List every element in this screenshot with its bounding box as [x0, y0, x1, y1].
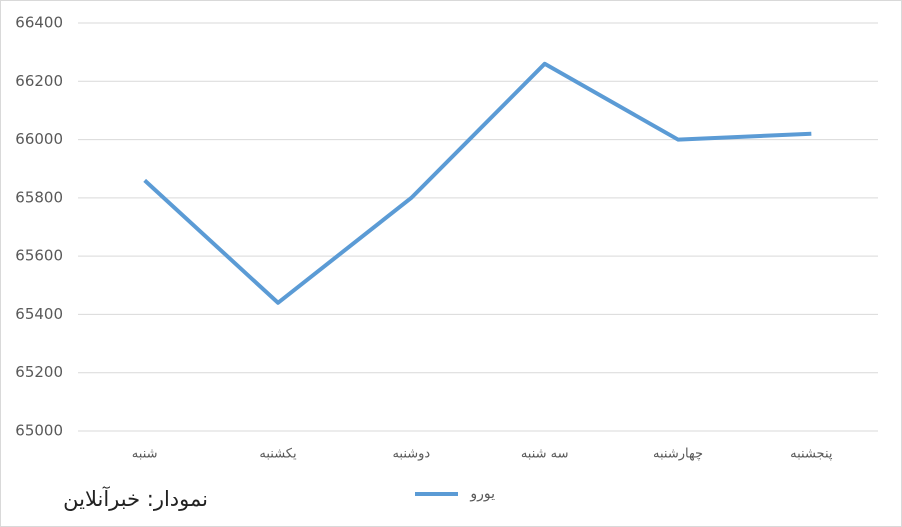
x-tick-label: پنجشنبه	[790, 447, 833, 462]
y-tick-label: 66400	[15, 14, 63, 32]
x-tick-label: سه شنبه	[521, 447, 569, 462]
y-tick-label: 66200	[15, 72, 63, 90]
y-tick-label: 65200	[15, 363, 63, 381]
y-tick-label: 65800	[15, 188, 63, 206]
y-tick-label: 65400	[15, 305, 63, 323]
legend-label: یورو	[469, 486, 495, 502]
y-tick-label: 66000	[15, 130, 63, 148]
x-tick-label: شنبه	[132, 447, 158, 462]
x-tick-label: یکشنبه	[259, 447, 297, 462]
y-tick-label: 65600	[15, 247, 63, 265]
line	[143, 61, 812, 305]
annotation: نمودار: خبرآنلاین	[63, 486, 208, 511]
x-tick-label: دوشنبه	[392, 447, 430, 462]
y-tick-label: 65000	[15, 422, 63, 440]
x-tick-label: چهارشنبه	[653, 447, 703, 462]
